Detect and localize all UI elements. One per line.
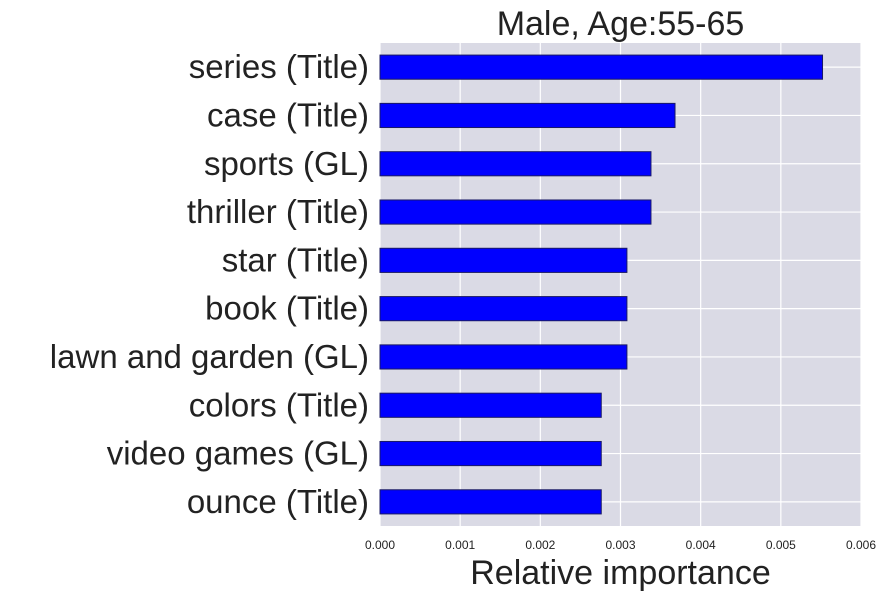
x-tick-label: 0.004 <box>686 538 716 552</box>
bar <box>379 296 628 322</box>
category-label: ounce (Title) <box>187 483 369 520</box>
x-tick-label: 0.003 <box>605 538 635 552</box>
category-label: colors (Title) <box>189 386 369 423</box>
category-label: lawn and garden (GL) <box>50 338 369 375</box>
bar <box>379 102 676 129</box>
category-label: star (Title) <box>222 241 369 278</box>
bar <box>379 199 652 225</box>
bar <box>379 440 602 467</box>
bar <box>379 344 628 370</box>
bar <box>379 151 652 177</box>
category-label: series (Title) <box>189 48 369 85</box>
bar <box>379 489 602 515</box>
bar <box>379 247 628 273</box>
chart-title: Male, Age:55-65 <box>497 5 745 43</box>
category-label: video games (GL) <box>107 435 369 472</box>
x-tick-label: 0.001 <box>445 538 475 552</box>
category-label: book (Title) <box>205 290 369 327</box>
category-label: sports (GL) <box>204 145 369 182</box>
x-tick-label: 0.002 <box>525 538 555 552</box>
bar-layer <box>379 54 824 515</box>
category-label: case (Title) <box>207 96 369 133</box>
category-labels: series (Title) case (Title) sports (GL) thr… <box>50 48 369 520</box>
x-tick-label: 0.000 <box>365 538 395 552</box>
bar <box>379 54 824 80</box>
bar <box>379 392 602 418</box>
x-tick-labels: 0.000 0.001 0.002 0.003 0.004 0.005 0.006 <box>365 538 876 552</box>
category-label: thriller (Title) <box>187 193 369 230</box>
x-axis-label: Relative importance <box>470 554 770 592</box>
x-tick-label: 0.005 <box>766 538 796 552</box>
x-tick-label: 0.006 <box>846 538 876 552</box>
